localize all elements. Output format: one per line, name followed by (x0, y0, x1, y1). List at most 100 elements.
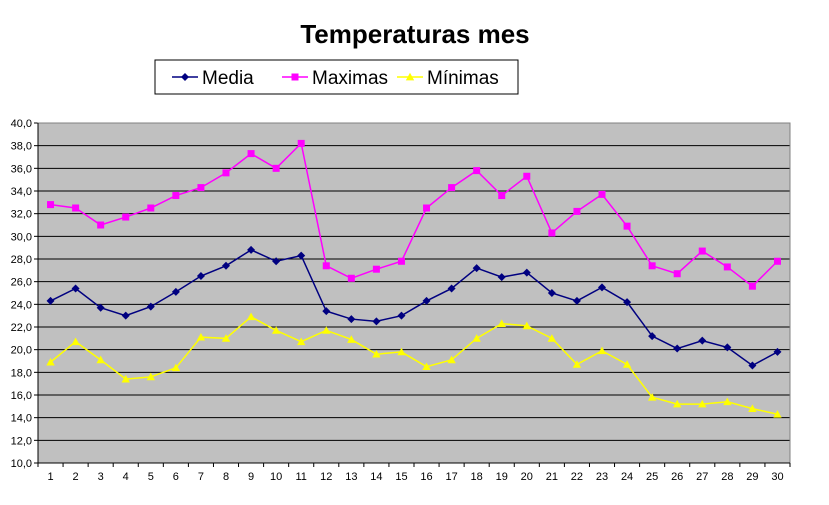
data-point-minimas (622, 360, 632, 368)
data-point-media (196, 272, 205, 280)
x-tick-label: 20 (521, 471, 533, 483)
data-point-minimas (171, 363, 181, 372)
data-point-maximas (748, 282, 756, 290)
data-point-maximas (172, 192, 180, 200)
x-tick-label: 29 (746, 471, 758, 483)
x-tick-label: 13 (345, 471, 357, 483)
data-point-media (623, 298, 632, 307)
x-tick-label: 3 (98, 471, 104, 483)
x-tick-label: 19 (496, 471, 508, 483)
x-tick-label: 2 (73, 471, 79, 483)
data-point-maximas (648, 262, 656, 270)
series-line-minimas (50, 315, 778, 416)
y-tick-label: 32,0 (11, 209, 32, 221)
data-point-maximas (197, 184, 205, 192)
y-tick-label: 30,0 (11, 231, 32, 243)
data-point-maximas (723, 263, 731, 271)
data-point-maximas (423, 204, 431, 212)
data-point-media (171, 287, 180, 296)
data-point-minimas (472, 334, 481, 342)
data-point-media (272, 257, 281, 266)
legend-label-minimas: Mínimas (427, 68, 499, 89)
y-tick-label: 20,0 (11, 345, 32, 357)
data-point-media (572, 296, 581, 305)
data-point-maximas (297, 139, 305, 147)
x-tick-label: 15 (395, 471, 407, 483)
data-point-media (698, 336, 707, 345)
x-tick-label: 25 (646, 471, 658, 483)
x-tick-label: 5 (148, 471, 154, 483)
data-point-minimas (372, 350, 381, 358)
data-point-media (723, 343, 732, 352)
y-tick-label: 14,0 (11, 413, 32, 425)
data-point-media (773, 347, 782, 356)
x-tick-label: 11 (295, 471, 306, 483)
data-point-media (46, 296, 55, 305)
x-tick-label: 22 (571, 471, 583, 483)
data-point-maximas (372, 265, 380, 273)
data-point-maximas (473, 167, 481, 175)
data-point-minimas (146, 372, 155, 381)
data-point-maximas (47, 201, 55, 209)
data-point-minimas (422, 362, 431, 371)
legend-marker-maximas (291, 73, 299, 81)
legend-box (154, 59, 519, 95)
data-point-maximas (147, 204, 155, 212)
legend-marker-media (181, 73, 189, 81)
x-tick-label: 30 (771, 471, 783, 483)
data-point-minimas (297, 337, 306, 346)
data-point-media (121, 311, 130, 320)
data-point-minimas (71, 337, 80, 346)
data-point-maximas (97, 221, 105, 229)
data-point-minimas (698, 399, 707, 408)
y-tick-label: 38,0 (11, 141, 32, 153)
y-tick-label: 10,0 (11, 458, 32, 470)
x-tick-label: 27 (696, 471, 708, 483)
x-tick-label: 6 (173, 471, 179, 483)
data-point-media (748, 361, 757, 370)
y-tick-label: 28,0 (11, 254, 32, 266)
data-point-minimas (96, 355, 105, 364)
data-point-media (472, 264, 481, 273)
data-point-media (673, 344, 682, 353)
data-point-minimas (773, 410, 782, 418)
data-point-maximas (72, 204, 80, 212)
x-tick-label: 23 (596, 471, 608, 483)
data-point-minimas (572, 360, 582, 368)
data-point-minimas (522, 321, 531, 330)
data-point-media (497, 273, 506, 282)
x-tick-label: 9 (248, 471, 254, 483)
data-point-media (598, 283, 606, 292)
y-tick-label: 40,0 (11, 118, 32, 130)
data-point-minimas (271, 326, 281, 334)
data-point-minimas (673, 399, 682, 408)
data-point-maximas (498, 192, 506, 200)
x-tick-label: 17 (445, 471, 457, 483)
x-tick-label: 26 (671, 471, 683, 483)
data-point-media (222, 261, 230, 270)
data-point-media (146, 302, 155, 311)
y-tick-label: 24,0 (11, 299, 32, 311)
x-tick-label: 21 (546, 471, 558, 483)
data-point-minimas (723, 397, 732, 406)
x-tick-label: 1 (47, 471, 53, 483)
data-point-minimas (447, 355, 456, 364)
data-point-minimas (46, 357, 55, 366)
data-point-maximas (222, 169, 230, 177)
legend-label-maximas: Maximas (312, 68, 388, 89)
data-point-minimas (597, 346, 607, 355)
x-tick-label: 7 (198, 471, 204, 483)
y-tick-label: 16,0 (11, 390, 32, 402)
data-point-minimas (221, 334, 231, 342)
data-point-media (397, 311, 406, 320)
chart-title: Temperaturas mes (300, 19, 529, 49)
data-point-media (422, 296, 431, 305)
data-point-media (447, 284, 456, 293)
data-point-minimas (748, 404, 757, 412)
legend: Media Maximas Mínimas (154, 59, 519, 95)
x-tick-label: 10 (270, 471, 282, 483)
data-point-maximas (397, 257, 405, 265)
data-point-maximas (322, 262, 330, 270)
series-line-media (50, 249, 778, 367)
